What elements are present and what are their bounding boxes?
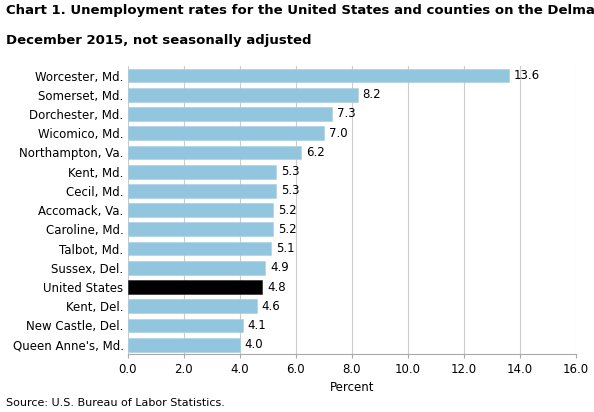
Text: 7.0: 7.0: [329, 127, 347, 140]
Text: Chart 1. Unemployment rates for the United States and counties on the Delmarva P: Chart 1. Unemployment rates for the Unit…: [6, 4, 594, 17]
Text: 4.0: 4.0: [245, 338, 264, 351]
Bar: [128, 165, 276, 178]
Bar: [128, 145, 302, 159]
Text: 5.1: 5.1: [276, 242, 295, 255]
Text: December 2015, not seasonally adjusted: December 2015, not seasonally adjusted: [6, 34, 311, 47]
Bar: [128, 318, 242, 332]
Bar: [128, 222, 273, 236]
Text: 6.2: 6.2: [307, 146, 326, 159]
Bar: [128, 107, 332, 121]
Bar: [128, 300, 257, 313]
Text: 5.3: 5.3: [282, 165, 300, 178]
Bar: [128, 280, 262, 294]
Text: 8.2: 8.2: [362, 88, 381, 101]
Bar: [128, 126, 324, 140]
Text: 5.2: 5.2: [279, 223, 297, 236]
Text: 4.1: 4.1: [248, 319, 267, 332]
Bar: [128, 88, 358, 102]
Text: 4.9: 4.9: [270, 261, 289, 274]
Bar: [128, 338, 240, 351]
Text: Source: U.S. Bureau of Labor Statistics.: Source: U.S. Bureau of Labor Statistics.: [6, 398, 225, 408]
Bar: [128, 184, 276, 198]
Text: 5.2: 5.2: [279, 204, 297, 217]
X-axis label: Percent: Percent: [330, 381, 374, 393]
Bar: [128, 203, 273, 217]
Text: 13.6: 13.6: [514, 69, 540, 82]
Text: 7.3: 7.3: [337, 108, 356, 120]
Bar: [128, 69, 509, 82]
Text: 4.6: 4.6: [262, 300, 280, 313]
Bar: [128, 261, 265, 275]
Text: 4.8: 4.8: [267, 281, 286, 293]
Bar: [128, 242, 271, 255]
Text: 5.3: 5.3: [282, 185, 300, 197]
